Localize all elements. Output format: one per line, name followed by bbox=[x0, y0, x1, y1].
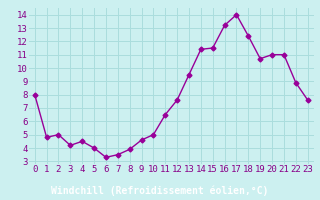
Text: Windchill (Refroidissement éolien,°C): Windchill (Refroidissement éolien,°C) bbox=[51, 186, 269, 196]
